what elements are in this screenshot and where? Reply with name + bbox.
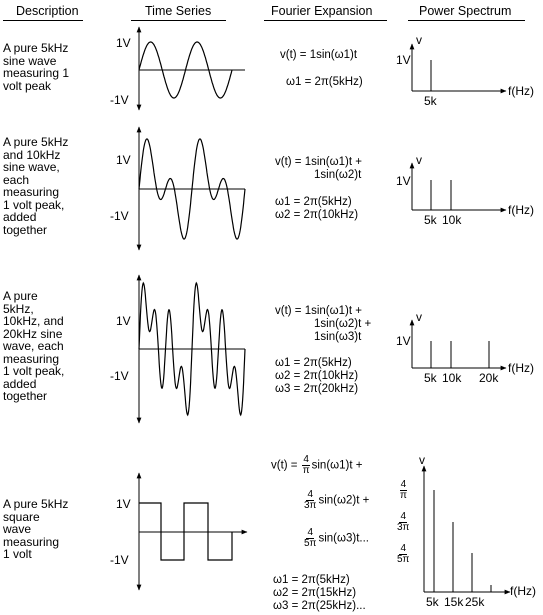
row1-equation: v(t) = 1sin(ω1)t <box>280 49 357 62</box>
row3-minus-label: -1V <box>110 369 129 383</box>
row4-description: A pure 5kHz square wave measuring 1 volt <box>3 498 78 561</box>
row1-minus-label: -1V <box>110 93 129 107</box>
row4-omega-3: ω3 = 2π(25kHz)... <box>273 600 366 613</box>
row2-plus-label: 1V <box>116 153 131 167</box>
row2-minus-label: -1V <box>110 209 129 223</box>
row2-tick-5k: 5k <box>424 213 437 227</box>
row4-equation-1: v(t) = 4 π sin(ω1)t + <box>271 455 362 476</box>
row1-spectrum-v: v <box>416 33 422 47</box>
row2-spectrum-v: v <box>416 153 422 167</box>
row3-omega-1: ω1 = 2π(5kHz) <box>275 357 352 370</box>
row3-description: A pure 5kHz, 10kHz, and 20kHz sine wave, e… <box>3 290 78 403</box>
row4-tick-15k: 15k <box>444 595 463 609</box>
row3-equation-3: 1sin(ω3)t <box>314 331 361 344</box>
row4-minus-label: -1V <box>110 553 129 567</box>
row3-spectrum-v: v <box>416 310 422 324</box>
row1-axis-label: f(Hz) <box>508 84 534 98</box>
row3-plus-label: 1V <box>116 314 131 328</box>
row3-omega-2: ω2 = 2π(10kHz) <box>275 370 358 383</box>
row2-equation-2: 1sin(ω2)t <box>314 169 361 182</box>
row3-tick-10k: 10k <box>442 371 461 385</box>
row4-amp-3: 4 5π <box>395 544 411 565</box>
row2-spectrum-amp: 1V <box>396 174 411 188</box>
row2-omega-1: ω1 = 2π(5kHz) <box>275 196 352 209</box>
row4-tick-5k: 5k <box>426 595 439 609</box>
row3-spectrum-amp: 1V <box>396 334 411 348</box>
row4-omega-2: ω2 = 2π(15kHz) <box>273 587 356 600</box>
row3-tick-5k: 5k <box>424 371 437 385</box>
fraction: 4 3π <box>396 512 410 533</box>
row2-tick-10k: 10k <box>442 213 461 227</box>
row4-axis-label: f(Hz) <box>510 584 536 598</box>
row3-axis-label: f(Hz) <box>508 361 534 375</box>
row2-equation-1: v(t) = 1sin(ω1)t + <box>275 156 362 169</box>
row2-axis-label: f(Hz) <box>508 203 534 217</box>
row4-equation-2: 4 3π sin(ω2)t + <box>302 490 369 511</box>
row2-description: A pure 5kHz and 10kHz sine wave, each meas… <box>3 136 78 236</box>
fraction: 4 3π <box>303 490 317 511</box>
row1-omega: ω1 = 2π(5kHz) <box>286 76 363 89</box>
row4-equation-3: 4 5π sin(ω3)t... <box>302 528 369 549</box>
row3-tick-20k: 20k <box>479 371 498 385</box>
fraction: 4 5π <box>396 544 410 565</box>
row4-tick-25k: 25k <box>465 595 484 609</box>
row4-spectrum-v: v <box>419 453 425 467</box>
row3-equation-2: 1sin(ω2)t + <box>314 318 371 331</box>
row3-equation-1: v(t) = 1sin(ω1)t + <box>275 305 362 318</box>
row1-description: A pure 5kHz sine wave measuring 1 volt pea… <box>3 42 78 92</box>
row1-tick-5k: 5k <box>424 94 437 108</box>
row2-omega-2: ω2 = 2π(10kHz) <box>275 209 358 222</box>
row3-omega-3: ω3 = 2π(20kHz) <box>275 383 358 396</box>
fraction: 4 5π <box>303 528 317 549</box>
row4-omega-1: ω1 = 2π(5kHz) <box>273 574 350 587</box>
row4-plus-label: 1V <box>116 497 131 511</box>
row1-spectrum-amp: 1V <box>396 53 411 67</box>
row4-amp-2: 4 3π <box>395 512 411 533</box>
row1-plus-label: 1V <box>116 36 131 50</box>
